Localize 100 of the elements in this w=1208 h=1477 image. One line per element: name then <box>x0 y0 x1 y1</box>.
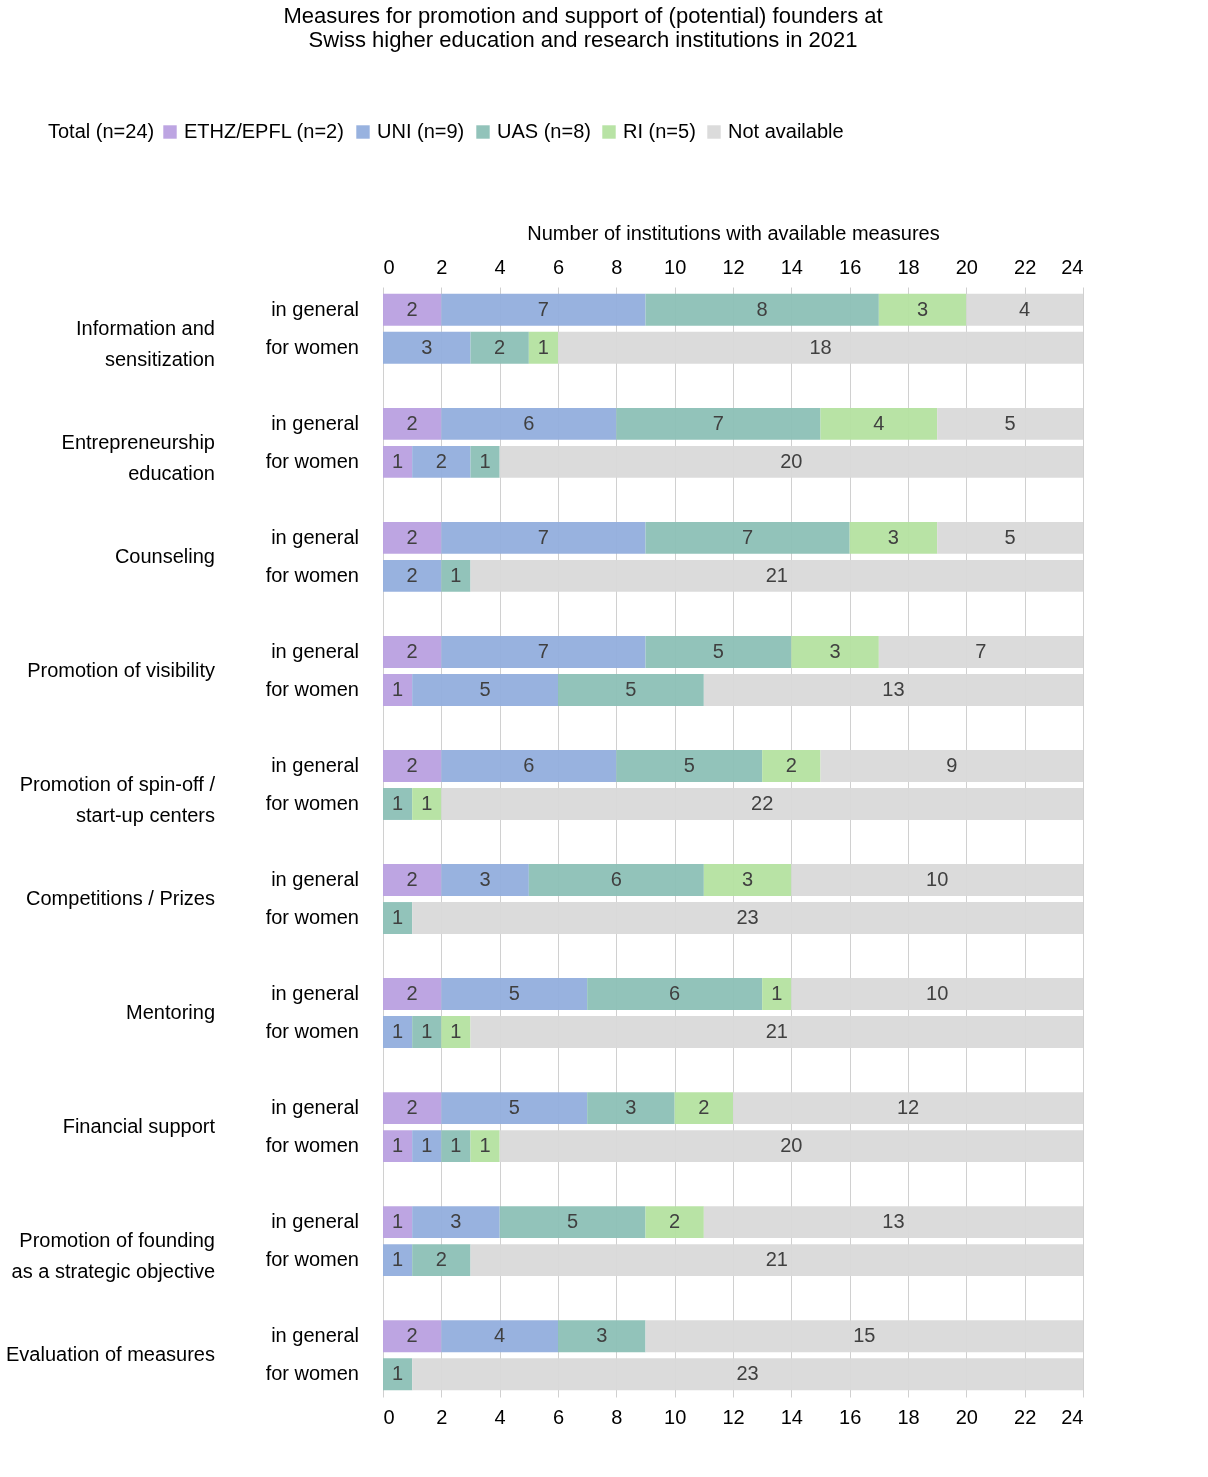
y-tick-label: in general <box>271 1210 359 1233</box>
data-label: 6 <box>523 753 535 776</box>
data-label: 9 <box>946 753 958 776</box>
x-tick-label: 2 <box>436 255 448 278</box>
text: Mentoring <box>126 1001 215 1024</box>
y-tick-label: for women <box>265 791 359 814</box>
y-tick-label: in general <box>271 525 359 548</box>
text: Promotion of founding as a strategic objective <box>11 1229 215 1283</box>
y-tick-label: for women <box>265 1248 359 1271</box>
x-tick-label: 22 <box>1014 255 1037 278</box>
x2-tick-label: 4 <box>494 1405 506 1428</box>
data-label: 1 <box>392 1210 404 1233</box>
data-label: 15 <box>853 1324 876 1347</box>
data-label: 6 <box>523 411 535 434</box>
y-tick-label: in general <box>271 868 359 891</box>
data-label: 7 <box>537 639 549 662</box>
data-label: 3 <box>625 1096 637 1119</box>
y-tick-label: for women <box>265 906 359 929</box>
x-tick-label: 24 <box>1061 255 1084 278</box>
data-label: 4 <box>873 411 885 434</box>
data-label: 3 <box>829 639 841 662</box>
x-tick-label: 14 <box>780 255 803 278</box>
x2-tick-label: 20 <box>955 1405 978 1428</box>
data-label: 1 <box>421 1134 433 1157</box>
x-tick-label: 4 <box>494 255 506 278</box>
data-label: 1 <box>450 1134 462 1157</box>
y-tick-label: in general <box>271 753 359 776</box>
data-label: 3 <box>450 1210 462 1233</box>
legend-label: UAS (n=8) <box>497 120 591 142</box>
x2-tick-label: 16 <box>839 1405 862 1428</box>
data-label: 1 <box>421 791 433 814</box>
y-tick-label: in general <box>271 1096 359 1119</box>
x2-tick-label: 6 <box>552 1405 565 1428</box>
data-label: 3 <box>421 335 433 358</box>
text: Promotion of visibility <box>27 658 215 681</box>
data-label: 5 <box>1004 411 1016 434</box>
data-label: 5 <box>1004 525 1016 548</box>
y-tick-label: for women <box>265 1134 359 1157</box>
y-tick-label: for women <box>265 563 359 586</box>
data-label: 2 <box>406 753 418 776</box>
data-label: 3 <box>887 525 899 548</box>
data-label: 2 <box>406 1324 418 1347</box>
x-tick-label: 6 <box>552 255 565 278</box>
data-label: 5 <box>625 677 637 700</box>
data-label: 2 <box>435 449 447 472</box>
y-tick-label: in general <box>271 411 359 434</box>
data-label: 1 <box>392 677 404 700</box>
data-label: 4 <box>494 1324 506 1347</box>
x-tick-label: 10 <box>664 255 687 278</box>
data-label: 20 <box>780 1134 803 1157</box>
data-label: 1 <box>392 1248 404 1271</box>
data-label: 5 <box>508 1096 520 1119</box>
data-label: 22 <box>751 791 774 814</box>
data-label: 2 <box>785 753 797 776</box>
data-label: 1 <box>771 982 783 1005</box>
data-label: 3 <box>596 1324 608 1347</box>
chart-title: Measures for promotion and support of (potential) founders at Swiss higher education and research institutions in 2021 <box>283 3 883 52</box>
data-label: 3 <box>479 868 491 891</box>
legend-label: Not available <box>728 120 844 142</box>
data-label: 1 <box>450 563 462 586</box>
x-tick-label: 12 <box>722 255 745 278</box>
data-label: 13 <box>882 1210 905 1233</box>
data-label: 23 <box>736 906 759 929</box>
x2-tick-label: 18 <box>897 1405 920 1428</box>
y-tick-label: in general <box>271 1324 359 1347</box>
data-label: 4 <box>1019 297 1031 320</box>
data-label: 5 <box>508 982 520 1005</box>
text: Counseling <box>114 544 215 567</box>
data-label: 6 <box>610 868 622 891</box>
x2-tick-label: 8 <box>611 1405 623 1428</box>
y-tick-label: for women <box>265 1362 359 1385</box>
data-label: 2 <box>406 982 418 1005</box>
data-label: 1 <box>392 449 404 472</box>
y-tick-label: for women <box>265 449 359 472</box>
data-label: 2 <box>406 1096 418 1119</box>
data-label: 10 <box>926 868 949 891</box>
x2-tick-label: 14 <box>780 1405 803 1428</box>
x-tick-label: 8 <box>611 255 623 278</box>
y-tick-label: for women <box>265 1020 359 1043</box>
y-tick-label: in general <box>271 297 359 320</box>
x2-tick-label: 24 <box>1061 1405 1084 1428</box>
data-label: 1 <box>421 1020 433 1043</box>
text: Financial support <box>62 1115 216 1138</box>
data-label: 3 <box>917 297 929 320</box>
data-label: 5 <box>567 1210 579 1233</box>
x-tick-label: 20 <box>955 255 978 278</box>
data-label: 2 <box>669 1210 681 1233</box>
data-label: 2 <box>406 297 418 320</box>
data-label: 7 <box>712 411 724 434</box>
data-label: 1 <box>479 449 491 472</box>
data-label: 6 <box>669 982 681 1005</box>
data-label: 18 <box>809 335 832 358</box>
data-label: 1 <box>479 1134 491 1157</box>
legend-label: ETHZ/EPFL (n=2) <box>184 120 344 142</box>
data-label: 7 <box>975 639 987 662</box>
text: Competitions / Prizes <box>26 887 215 910</box>
data-label: 1 <box>392 906 404 929</box>
legend-label: RI (n=5) <box>623 120 696 142</box>
data-label: 7 <box>742 525 754 548</box>
data-label: 1 <box>392 1362 404 1385</box>
